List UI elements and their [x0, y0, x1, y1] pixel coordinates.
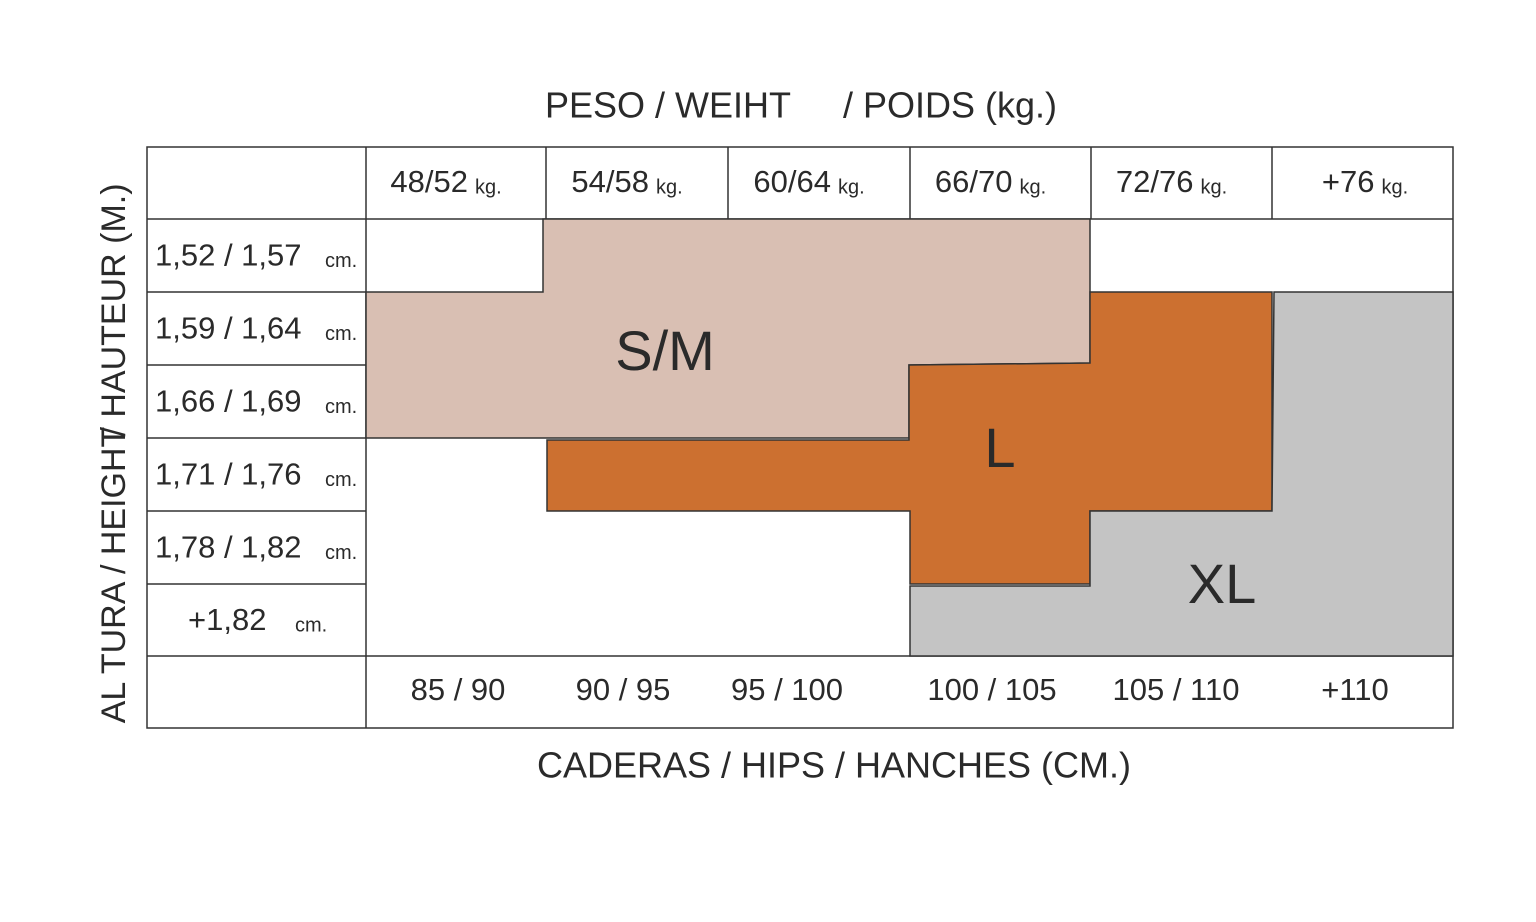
zone-xl [909, 291, 1454, 657]
hip-value: +110 [1321, 672, 1389, 707]
hip-value: 100 / 105 [927, 672, 1056, 707]
weight-value: +76 [1322, 164, 1375, 199]
weight-value: 60/64 [753, 164, 831, 199]
zone-label: XL [1188, 552, 1257, 615]
grid [146, 146, 1454, 729]
hip-value: 90 / 95 [576, 672, 671, 707]
weight-unit: kg. [1020, 176, 1047, 198]
height-unit: cm. [325, 469, 357, 491]
height-unit: cm. [295, 614, 327, 636]
weight-unit: kg. [1382, 176, 1409, 198]
hip-value: 85 / 90 [411, 672, 506, 707]
height-unit: cm. [325, 250, 357, 272]
weight-value: 72/76 [1116, 164, 1194, 199]
side-label: / HAUTEUR (M.) [95, 183, 133, 436]
title-left: PESO / WEIHT [545, 85, 791, 126]
zone-label: S/M [615, 319, 715, 382]
weight-unit: kg. [1201, 176, 1228, 198]
height-unit: cm. [325, 323, 357, 345]
weight-unit: kg. [475, 176, 502, 198]
hip-value: 105 / 110 [1113, 672, 1240, 707]
height-value: +1,82 [188, 602, 266, 637]
footer-title: CADERAS / HIPS / HANCHES (CM.) [537, 745, 1131, 786]
height-value: 1,66 / 1,69 [155, 384, 302, 419]
weight-unit: kg. [838, 176, 865, 198]
height-value: 1,59 / 1,64 [155, 311, 302, 346]
cell-labels: 48/52 kg. 54/58 kg. 60/64 kg. 66/70 kg. 72/76 kg.… [155, 164, 1408, 707]
weight-value: 54/58 [571, 164, 649, 199]
height-unit: cm. [325, 542, 357, 564]
zone-label: L [984, 416, 1015, 479]
side-label: AL TURA / HEIGHT [95, 427, 133, 724]
height-value: 1,71 / 1,76 [155, 457, 302, 492]
height-value: 1,52 / 1,57 [155, 238, 302, 273]
weight-value: 66/70 [935, 164, 1013, 199]
weight-unit: kg. [656, 176, 683, 198]
hip-value: 95 / 100 [731, 672, 843, 707]
title-right: / POIDS (kg.) [843, 85, 1057, 126]
height-value: 1,78 / 1,82 [155, 530, 302, 565]
weight-value: 48/52 [390, 164, 468, 199]
height-unit: cm. [325, 396, 357, 418]
